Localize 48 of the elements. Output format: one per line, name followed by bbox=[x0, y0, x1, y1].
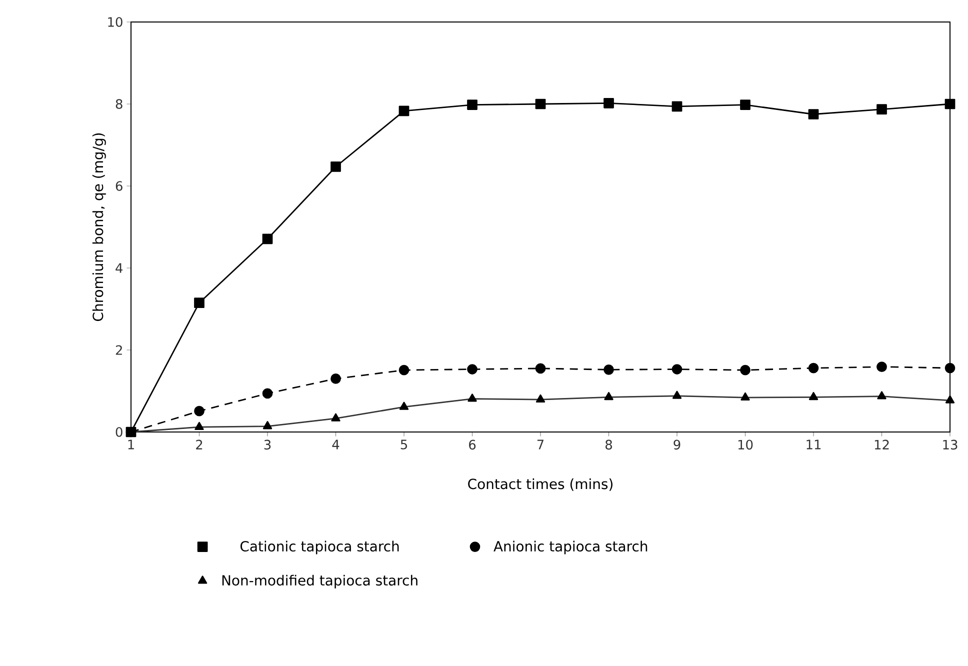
y-tick-label: 6 bbox=[116, 181, 122, 191]
x-axis-title: Contact times (mins) bbox=[468, 478, 612, 491]
point bbox=[467, 100, 478, 110]
x-tick-label: 8 bbox=[606, 440, 612, 450]
x-tick-label: 12 bbox=[874, 440, 889, 450]
point bbox=[808, 109, 819, 120]
point bbox=[194, 298, 204, 308]
x-tick-label: 3 bbox=[264, 440, 271, 450]
legend-label: Cationic tapioca starch bbox=[240, 540, 399, 554]
x-tick-label: 9 bbox=[674, 440, 680, 450]
point bbox=[194, 406, 204, 416]
point bbox=[535, 363, 546, 374]
x-tick-label: 6 bbox=[469, 440, 476, 450]
point bbox=[876, 362, 887, 372]
y-tick-label: 8 bbox=[116, 99, 122, 109]
point bbox=[944, 362, 956, 374]
x-tick-label: 1 bbox=[128, 440, 134, 450]
point bbox=[672, 364, 682, 374]
point bbox=[672, 101, 682, 112]
point bbox=[330, 374, 341, 384]
x-tick-label: 7 bbox=[537, 440, 544, 450]
x-tick-label: 5 bbox=[400, 440, 407, 450]
point bbox=[262, 388, 273, 399]
y-axis-title: Chromium bond, qe (mg/g) bbox=[92, 133, 106, 321]
legend-label: Anionic tapioca starch bbox=[494, 540, 648, 554]
point bbox=[398, 106, 410, 116]
point bbox=[740, 364, 750, 376]
point bbox=[262, 234, 273, 244]
y-tick-label: 4 bbox=[116, 263, 123, 273]
y-tick-label: 2 bbox=[116, 345, 122, 355]
y-tick-label: 10 bbox=[108, 17, 122, 27]
x-tick-label: 11 bbox=[806, 440, 821, 450]
point bbox=[330, 162, 341, 172]
point bbox=[398, 364, 410, 376]
x-tick-label: 10 bbox=[738, 440, 753, 450]
point bbox=[604, 364, 614, 375]
point bbox=[535, 98, 546, 110]
point bbox=[740, 100, 750, 110]
point bbox=[876, 104, 887, 115]
point bbox=[808, 362, 819, 374]
x-tick-label: 13 bbox=[943, 440, 958, 450]
x-tick-label: 4 bbox=[332, 440, 340, 450]
point bbox=[944, 98, 956, 110]
point bbox=[467, 364, 478, 374]
y-tick-label: 0 bbox=[116, 427, 122, 437]
x-tick-label: 2 bbox=[196, 440, 202, 450]
point bbox=[604, 98, 614, 108]
legend-label: Non-modified tapioca starch bbox=[222, 574, 418, 588]
